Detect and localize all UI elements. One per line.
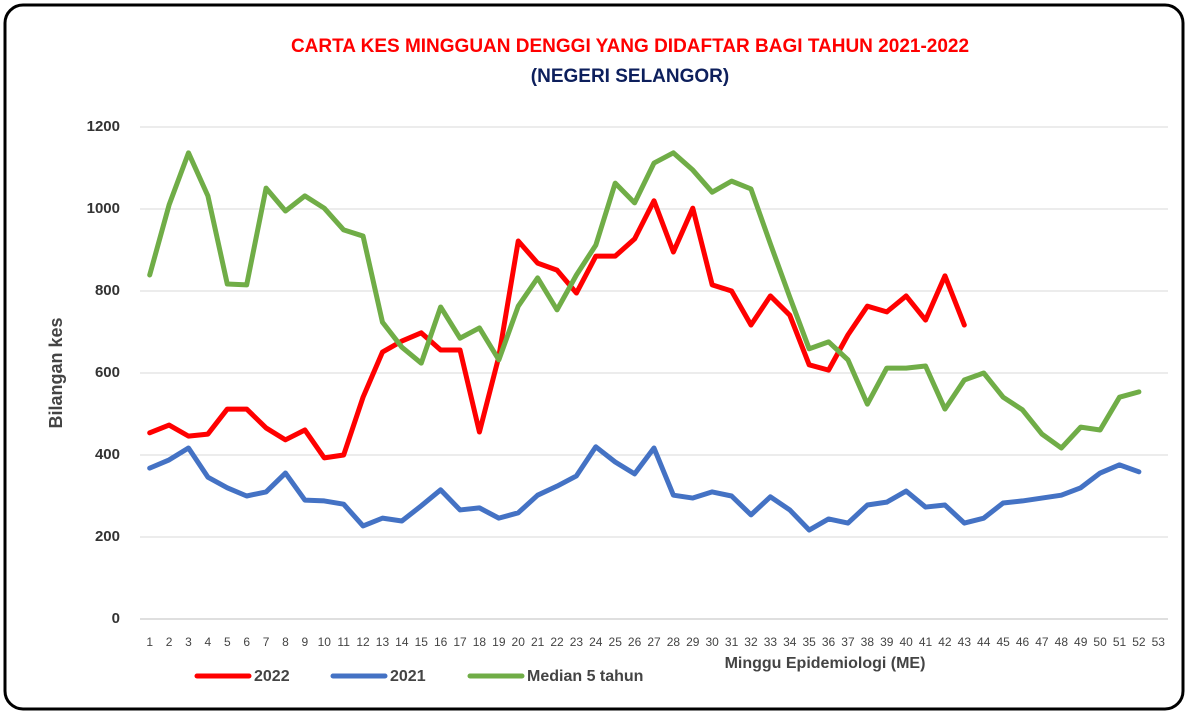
- legend-label: 2021: [390, 668, 426, 685]
- x-tick-label: 5: [224, 635, 231, 649]
- x-axis-title: Minggu Epidemiologi (ME): [725, 655, 926, 672]
- x-tick-label: 53: [1152, 635, 1166, 649]
- x-tick-label: 51: [1113, 635, 1127, 649]
- x-tick-label: 52: [1132, 635, 1146, 649]
- x-tick-label: 18: [473, 635, 487, 649]
- x-tick-label: 4: [205, 635, 212, 649]
- x-tick-label: 42: [938, 635, 952, 649]
- y-tick-label: 1000: [87, 200, 120, 217]
- x-tick-label: 9: [302, 635, 309, 649]
- x-tick-label: 11: [337, 635, 350, 649]
- x-tick-label: 49: [1074, 635, 1088, 649]
- x-tick-label: 30: [706, 635, 720, 649]
- x-tick-label: 38: [861, 635, 875, 649]
- x-tick-label: 44: [977, 635, 991, 649]
- y-tick-label: 800: [95, 282, 120, 299]
- x-tick-label: 39: [880, 635, 894, 649]
- x-tick-label: 14: [395, 635, 409, 649]
- x-tick-label: 1: [146, 635, 153, 649]
- x-tick-label: 26: [628, 635, 642, 649]
- x-tick-label: 23: [570, 635, 584, 649]
- x-tick-label: 15: [415, 635, 429, 649]
- x-tick-label: 35: [802, 635, 816, 649]
- x-tick-label: 28: [667, 635, 681, 649]
- y-tick-label: 600: [95, 364, 120, 381]
- y-tick-label: 0: [112, 610, 120, 627]
- x-tick-label: 33: [764, 635, 778, 649]
- chart-subtitle: (NEGERI SELANGOR): [531, 66, 729, 87]
- x-tick-label: 2: [166, 635, 173, 649]
- x-tick-label: 16: [434, 635, 448, 649]
- legend-label: 2022: [254, 668, 290, 685]
- frame: [3, 3, 1185, 711]
- x-tick-label: 45: [996, 635, 1010, 649]
- x-tick-label: 41: [919, 635, 933, 649]
- x-tick-label: 47: [1035, 635, 1049, 649]
- y-tick-label: 400: [95, 446, 120, 463]
- y-tick-label: 1200: [87, 118, 120, 135]
- series-line: [147, 150, 1142, 451]
- x-tick-label: 17: [453, 635, 467, 649]
- x-tick-label: 29: [686, 635, 700, 649]
- x-tick-label: 8: [282, 635, 289, 649]
- x-tick-label: 3: [185, 635, 192, 649]
- x-tick-label: 34: [783, 635, 797, 649]
- x-tick-label: 25: [609, 635, 623, 649]
- x-tick-label: 36: [822, 635, 836, 649]
- series-line: [147, 198, 967, 461]
- x-tick-label: 46: [1016, 635, 1030, 649]
- series-line: [147, 444, 1142, 533]
- x-tick-label: 13: [376, 635, 390, 649]
- legend-label: Median 5 tahun: [527, 668, 643, 685]
- x-tick-label: 21: [531, 635, 545, 649]
- x-tick-label: 32: [744, 635, 758, 649]
- x-tick-label: 10: [318, 635, 332, 649]
- x-tick-label: 22: [550, 635, 564, 649]
- x-tick-label: 27: [647, 635, 661, 649]
- x-tick-label: 48: [1055, 635, 1069, 649]
- chart-title: CARTA KES MINGGUAN DENGGI YANG DIDAFTAR …: [291, 36, 969, 57]
- x-tick-label: 24: [589, 635, 603, 649]
- x-tick-label: 31: [725, 635, 739, 649]
- x-tick-label: 20: [512, 635, 526, 649]
- x-tick-label: 7: [263, 635, 270, 649]
- y-axis-title: Bilangan kes: [46, 317, 66, 428]
- x-tick-label: 12: [356, 635, 370, 649]
- x-tick-label: 37: [841, 635, 855, 649]
- x-tick-label: 19: [492, 635, 506, 649]
- x-tick-label: 40: [899, 635, 913, 649]
- x-tick-label: 6: [243, 635, 250, 649]
- y-tick-label: 200: [95, 528, 120, 545]
- x-tick-label: 50: [1093, 635, 1107, 649]
- x-tick-label: 43: [958, 635, 972, 649]
